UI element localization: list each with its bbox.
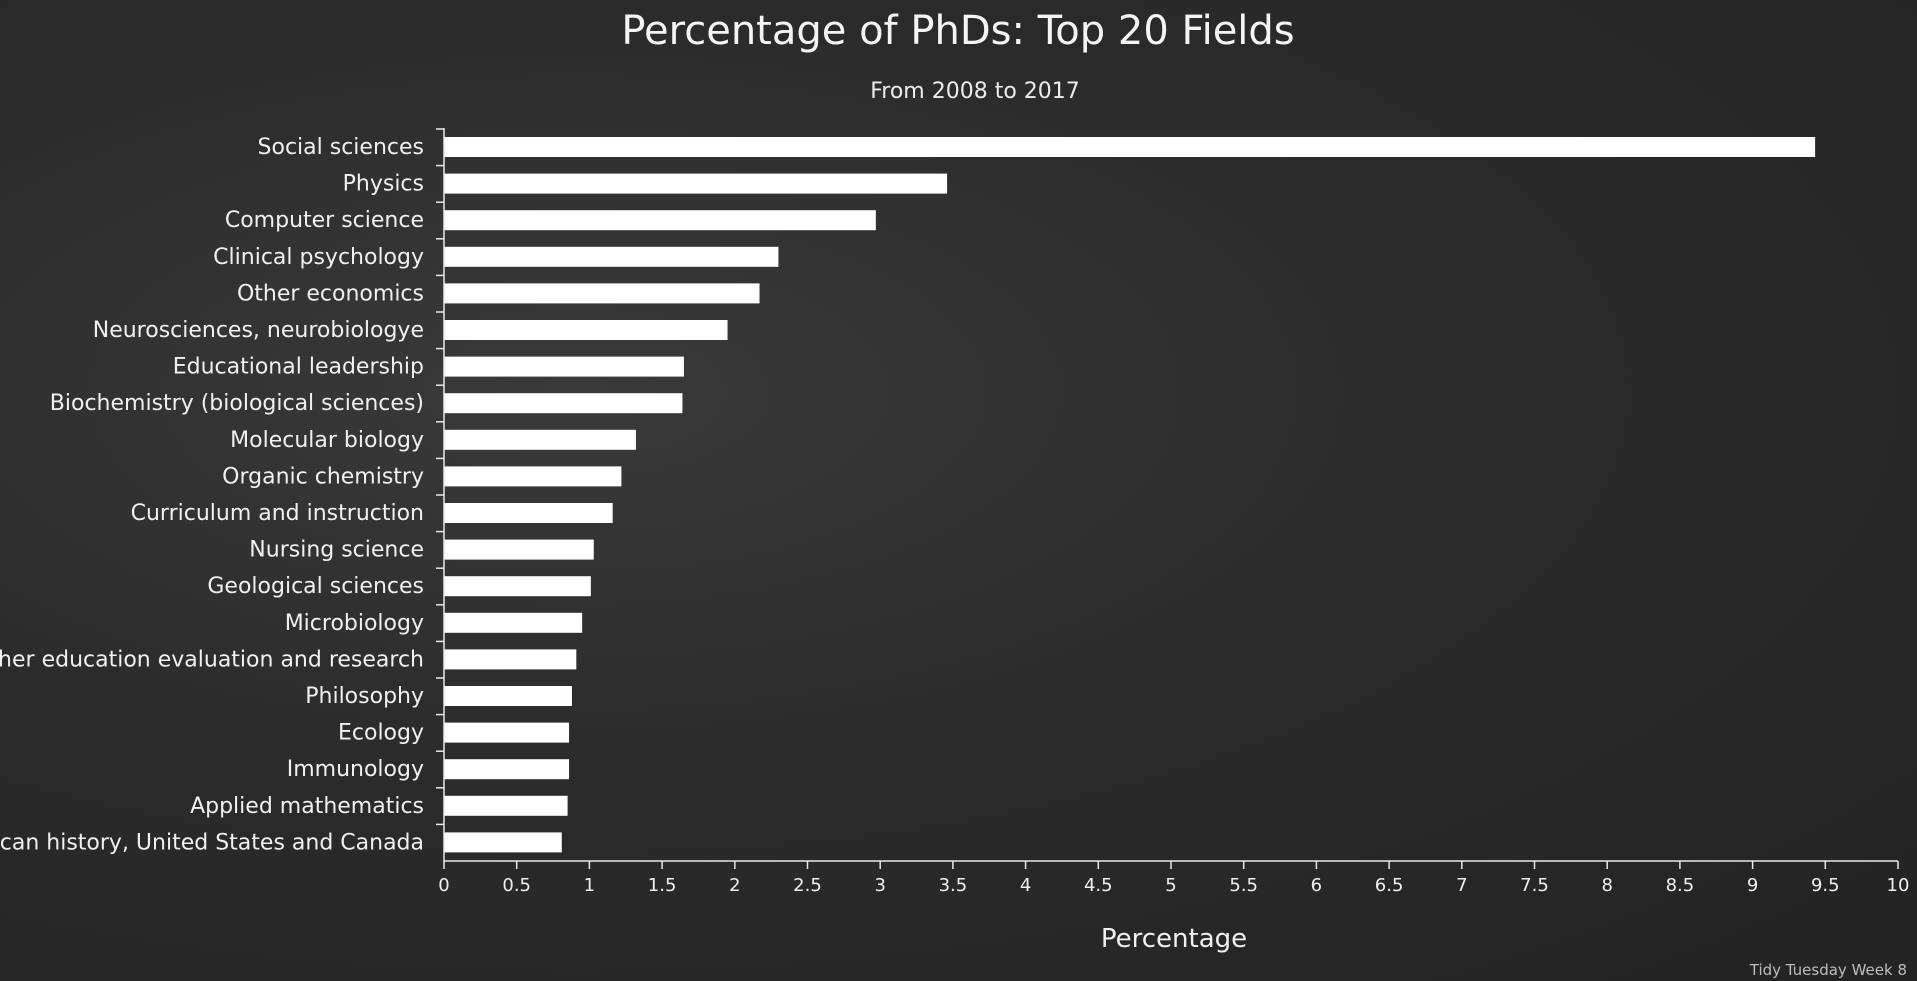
bar [444, 429, 636, 450]
category-label: Curriculum and instruction [131, 501, 424, 526]
x-tick-label: 1 [584, 875, 595, 896]
bar [444, 612, 583, 633]
x-tick-label: 5.5 [1229, 875, 1258, 896]
x-tick-label: 9.5 [1811, 875, 1840, 896]
category-label: Immunology [287, 757, 424, 782]
bar [444, 137, 1816, 157]
x-tick-label: 2.5 [793, 875, 822, 896]
x-tick-label: 0 [438, 875, 449, 896]
bar [444, 539, 594, 560]
category-label: Physics [343, 172, 424, 197]
chart-subtitle: From 2008 to 2017 [870, 79, 1080, 104]
x-tick-label: 8 [1601, 875, 1612, 896]
category-label: Computer science [225, 208, 424, 233]
x-tick-label: 2 [729, 875, 740, 896]
y-axis: Social sciences Physics Computer science Cl… [0, 128, 445, 861]
bar [444, 686, 572, 706]
x-tick-label: 10 [1887, 875, 1910, 896]
bar [444, 393, 683, 414]
chart-title: Percentage of PhDs: Top 20 Fields [621, 8, 1294, 54]
category-label: Clinical psychology [213, 245, 424, 270]
category-label: Higher education evaluation and research [0, 647, 424, 672]
category-label: Organic chemistry [222, 464, 424, 489]
credit-text: Tidy Tuesday Week 8 [1749, 961, 1907, 979]
bar [444, 759, 570, 780]
bar [444, 466, 622, 487]
bar [444, 356, 684, 377]
bar [444, 795, 568, 816]
bar [444, 246, 779, 267]
x-tick-label: 8.5 [1666, 875, 1695, 896]
bar [444, 503, 613, 523]
category-label: Nursing science [249, 538, 424, 563]
category-label: Educational leadership [173, 355, 424, 380]
bars-group [444, 137, 1816, 853]
category-label: Biochemistry (biological sciences) [50, 391, 424, 416]
category-label: Philosophy [305, 684, 424, 709]
bar [444, 832, 562, 853]
category-label: Molecular biology [230, 428, 424, 453]
bar [444, 722, 570, 743]
bar [444, 210, 876, 231]
category-label: American history, United States and Cana… [0, 830, 424, 855]
category-label: Geological sciences [207, 574, 424, 599]
bar [444, 320, 728, 340]
category-label: Social sciences [258, 135, 424, 160]
bar [444, 576, 591, 597]
x-tick-label: 1.5 [648, 875, 677, 896]
category-label: Applied mathematics [190, 794, 424, 819]
x-tick-label: 9 [1747, 875, 1758, 896]
x-tick-label: 6.5 [1375, 875, 1404, 896]
category-label: Other economics [237, 281, 424, 306]
x-tick-label: 7.5 [1520, 875, 1549, 896]
bar [444, 649, 577, 670]
x-tick-label: 4.5 [1084, 875, 1113, 896]
x-axis: 0 0.5 1 1.5 2 2.5 3 3.5 4 4.5 5 5.5 6 6.5 7 7.5 8 8.5 9 9.5… [438, 860, 1910, 896]
category-label: Ecology [338, 721, 424, 746]
x-tick-label: 3.5 [939, 875, 968, 896]
x-tick-label: 5 [1165, 875, 1176, 896]
x-tick-label: 7 [1456, 875, 1467, 896]
x-tick-label: 0.5 [502, 875, 531, 896]
x-tick-label: 6 [1311, 875, 1322, 896]
category-label: Microbiology [285, 611, 424, 636]
bar [444, 283, 760, 304]
bar [444, 173, 948, 194]
x-tick-label: 3 [874, 875, 885, 896]
category-label: Neurosciences, neurobiologye [93, 318, 424, 343]
x-tick-label: 4 [1020, 875, 1031, 896]
x-axis-title: Percentage [1101, 924, 1247, 954]
